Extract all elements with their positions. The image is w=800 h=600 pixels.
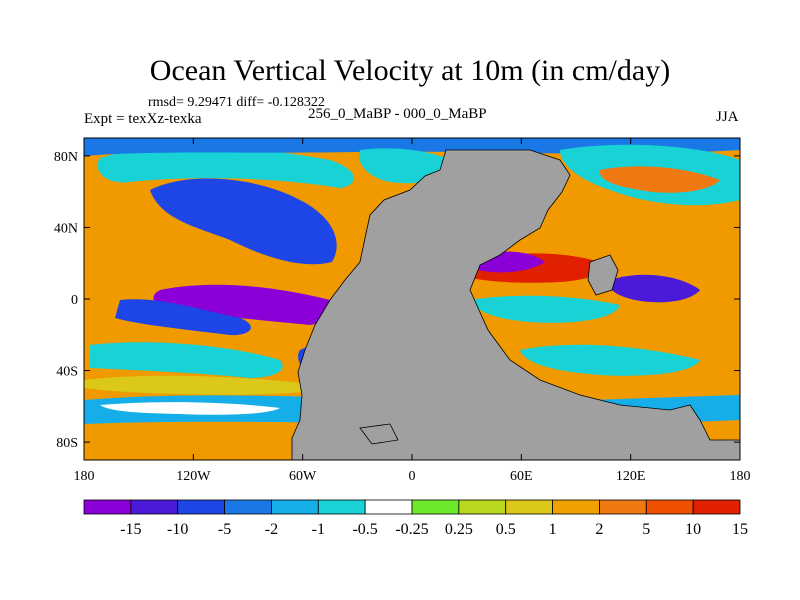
colorbar-swatch bbox=[364, 499, 413, 515]
field-band-westpacific-blue bbox=[609, 274, 700, 303]
field-band-eq-pacific-blue bbox=[115, 299, 251, 336]
colorbar-label: 15 bbox=[732, 521, 748, 538]
colorbar-swatch bbox=[271, 499, 319, 515]
field-band-southindian-cyan bbox=[520, 344, 700, 376]
field-band-northpacific-cyan bbox=[97, 146, 354, 188]
colorbar-label: -5 bbox=[218, 521, 231, 538]
season-label: JJA bbox=[716, 109, 739, 125]
lon-tick-label: 180 bbox=[74, 469, 95, 484]
colorbar-swatch bbox=[130, 499, 179, 515]
colorbar-swatch bbox=[552, 499, 600, 515]
colorbar-label: -10 bbox=[167, 521, 188, 538]
colorbar-swatch bbox=[83, 499, 132, 515]
lon-tick-label: 60W bbox=[289, 469, 317, 484]
colorbar-label: 0.25 bbox=[445, 521, 473, 538]
land-east-block bbox=[587, 254, 619, 296]
lon-tick-label: 0 bbox=[409, 469, 416, 484]
colorbar: -15 -10 -5 -2 -1 -0.5 -0.25 0.25 0.5 1 2 5 10 15 bbox=[83, 499, 748, 538]
colorbar-label: 2 bbox=[595, 521, 603, 538]
colorbar-label: -15 bbox=[120, 521, 141, 538]
field-band-indian-cyan bbox=[470, 295, 620, 323]
colorbar-swatch bbox=[224, 499, 272, 515]
field-band-eq-pacific bbox=[153, 284, 334, 325]
colorbar-swatch bbox=[317, 499, 366, 515]
colorbar-label: 5 bbox=[642, 521, 650, 538]
colorbar-swatch bbox=[177, 499, 225, 515]
longitude-axis: 180 120W 60W 0 60E 120E 180 bbox=[74, 138, 751, 484]
colorbar-label: -0.5 bbox=[352, 521, 377, 538]
lat-tick-label: 40S bbox=[56, 365, 78, 380]
colorbar-label: 1 bbox=[549, 521, 557, 538]
colorbar-swatch bbox=[645, 499, 694, 515]
lat-tick-label: 40N bbox=[54, 221, 78, 236]
field-band-yellow-south bbox=[84, 375, 330, 395]
land-supercontinent bbox=[291, 149, 741, 461]
colorbar-swatch bbox=[599, 499, 647, 515]
lon-tick-label: 180 bbox=[730, 469, 751, 484]
lat-tick-label: 0 bbox=[71, 293, 78, 308]
lat-tick-label: 80N bbox=[54, 150, 78, 165]
colorbar-label: -1 bbox=[312, 521, 325, 538]
colorbar-swatch bbox=[505, 499, 553, 515]
lon-tick-label: 120W bbox=[176, 469, 211, 484]
land-masses bbox=[291, 149, 741, 461]
field-band-southern-white bbox=[100, 402, 280, 415]
difference-label: 256_0_MaBP - 000_0_MaBP bbox=[308, 106, 487, 122]
colorbar-swatch bbox=[458, 499, 507, 515]
plot-title: Ocean Vertical Velocity at 10m (in cm/da… bbox=[149, 54, 671, 87]
colorbar-label: 0.5 bbox=[496, 521, 516, 538]
field-band-southpacific-cyan bbox=[90, 342, 283, 378]
colorbar-swatch bbox=[411, 499, 460, 515]
experiment-label: Expt = texXz-texka bbox=[84, 111, 202, 127]
colorbar-label: -0.25 bbox=[395, 521, 428, 538]
lat-tick-label: 80S bbox=[56, 436, 78, 451]
land-antarctic-shelf bbox=[359, 423, 399, 445]
colorbar-swatch bbox=[692, 499, 741, 515]
latitude-axis: 80N 40N 0 40S 80S bbox=[54, 150, 740, 451]
colorbar-label: 10 bbox=[685, 521, 701, 538]
stats-label: rmsd= 9.29471 diff= -0.128322 bbox=[148, 95, 325, 110]
colorbar-label: -2 bbox=[265, 521, 278, 538]
field-band-nwpacific-orange bbox=[599, 166, 720, 193]
field-band-northpacific-blue bbox=[150, 178, 337, 265]
lon-tick-label: 120E bbox=[616, 469, 646, 484]
lon-tick-label: 60E bbox=[510, 469, 533, 484]
